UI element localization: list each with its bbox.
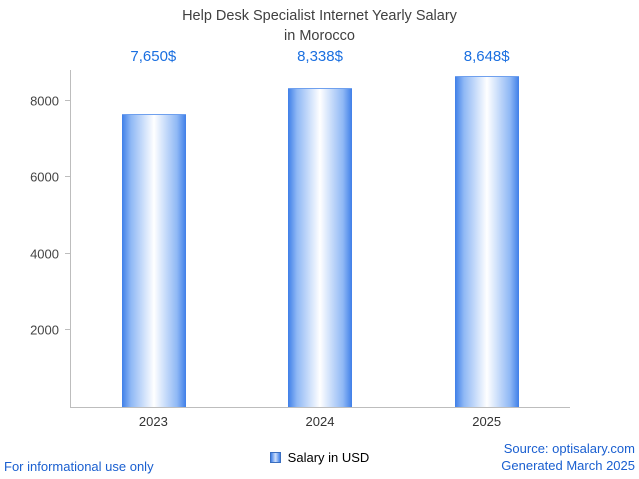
y-tick-label: 4000: [30, 246, 59, 262]
x-tick-label: 2023: [138, 414, 168, 429]
source-link[interactable]: Source: optisalary.com: [503, 441, 635, 457]
disclaimer-text: For informational use only: [4, 459, 154, 474]
value-labels-row: 7,650$ 8,338$ 8,648$: [70, 48, 570, 68]
generated-date: Generated March 2025: [501, 458, 635, 474]
x-tick-label: 2025: [472, 414, 502, 429]
legend-label: Salary in USD: [287, 450, 370, 465]
bar: [454, 75, 519, 407]
y-tick-mark: [65, 99, 71, 101]
footer-source-block: Source: optisalary.com Generated March 2…: [501, 441, 635, 475]
x-labels-row: 2023 2024 2025: [70, 414, 570, 432]
legend: Salary in USD: [0, 450, 639, 465]
x-label-slot: 2023: [70, 414, 237, 432]
x-tick-label: 2024: [305, 414, 335, 429]
value-label: 8,338$: [297, 48, 343, 65]
chart-title: Help Desk Specialist Internet Yearly Sal…: [0, 7, 639, 46]
value-label: 8,648$: [463, 48, 510, 65]
y-tick-mark: [65, 176, 71, 178]
x-label-slot: 2025: [403, 414, 570, 432]
bar-slot: [404, 70, 570, 407]
bar: [122, 114, 187, 407]
bar-slot: [71, 70, 237, 407]
value-label-slot: 8,338$: [237, 48, 404, 68]
y-tick-mark: [65, 329, 71, 331]
y-tick-label: 2000: [30, 322, 59, 338]
y-tick-label: 8000: [30, 93, 59, 109]
value-label-slot: 7,650$: [70, 48, 237, 68]
chart-title-line1: Help Desk Specialist Internet Yearly Sal…: [182, 8, 457, 24]
plot-area: 2000 4000 6000 8000: [30, 70, 570, 408]
x-label-slot: 2024: [237, 414, 404, 432]
value-label-slot: 8,648$: [403, 48, 570, 68]
legend-swatch-icon: [269, 452, 281, 463]
value-label: 7,650$: [130, 48, 177, 65]
chart-title-line2: in Morocco: [284, 27, 355, 44]
y-tick-mark: [65, 252, 71, 254]
bar-slot: [237, 70, 403, 407]
bar: [288, 87, 353, 407]
y-tick-label: 6000: [30, 169, 59, 185]
